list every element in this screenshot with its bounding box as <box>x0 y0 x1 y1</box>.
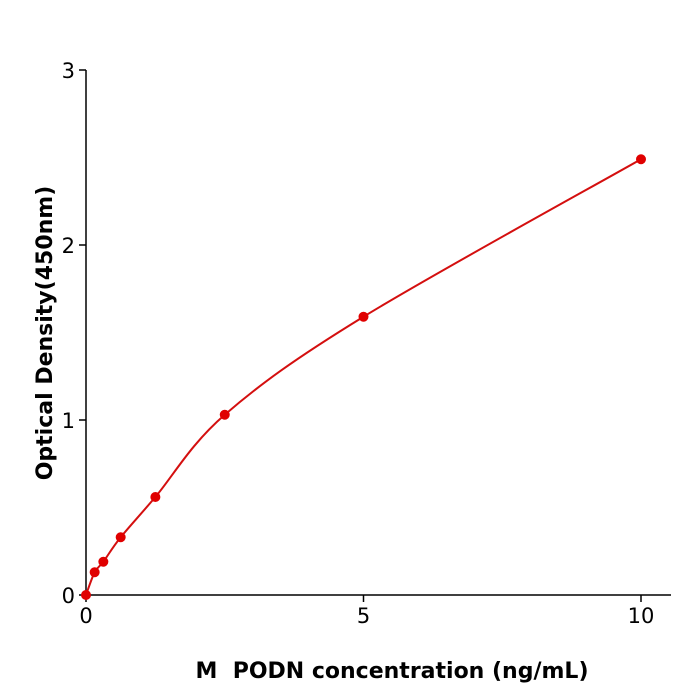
data-point <box>115 532 126 543</box>
y-axis-label: Optical Density(450nm) <box>33 186 58 481</box>
y-tick-label: 0 <box>62 584 75 608</box>
y-tick-label: 1 <box>62 409 75 433</box>
x-axis-label: M PODN concentration (ng/mL) <box>195 659 588 684</box>
data-point <box>636 154 646 165</box>
y-tick-label: 3 <box>62 59 75 83</box>
data-point <box>81 590 91 600</box>
x-tick-label: 5 <box>357 604 370 628</box>
data-point <box>358 311 369 322</box>
data-point <box>89 567 100 578</box>
x-tick-label: 0 <box>79 604 92 628</box>
x-tick-label: 10 <box>628 604 655 628</box>
y-tick-label: 2 <box>62 234 75 258</box>
data-point <box>150 492 161 502</box>
fit-curve <box>85 158 642 596</box>
data-point <box>219 409 230 420</box>
data-point <box>98 556 109 567</box>
